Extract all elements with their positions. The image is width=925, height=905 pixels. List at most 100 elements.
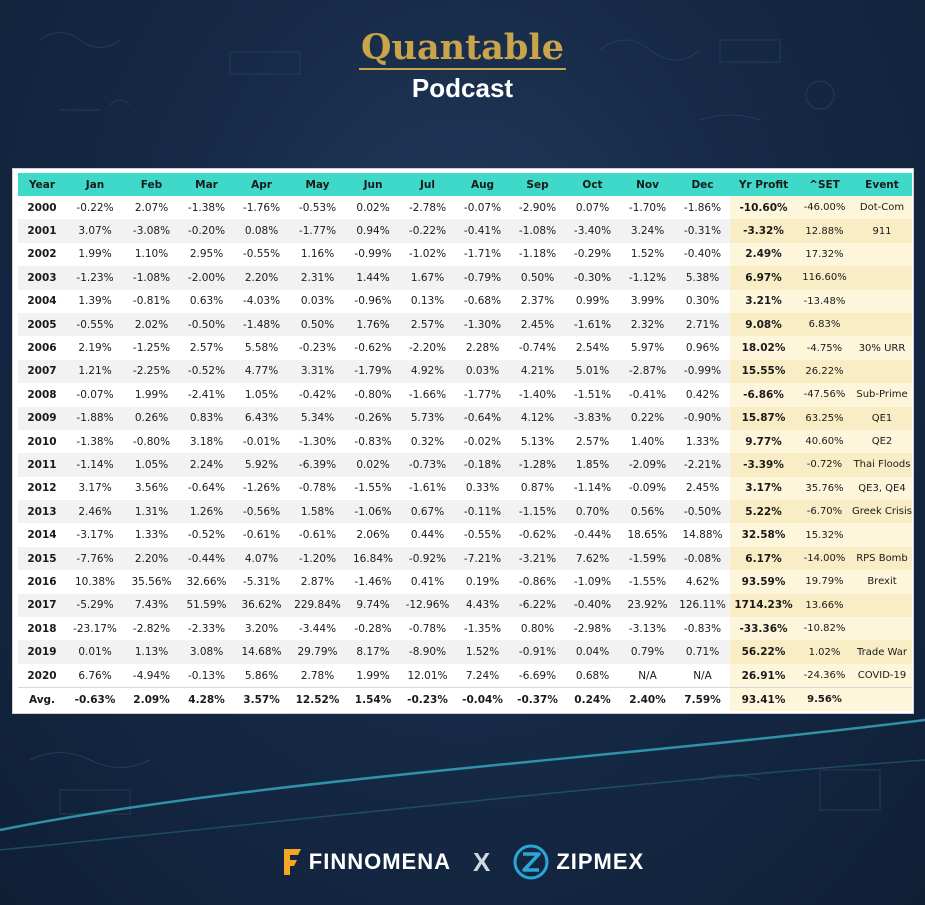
table-cell: -0.29% (573, 248, 612, 261)
table-cell: -0.40% (683, 248, 722, 261)
table-row: 2009 -1.88% 0.26% 0.83% 6.43% 5.34% -0.26% 5.73… (18, 406, 912, 430)
table-cell: -0.99% (354, 248, 392, 261)
table-cell: 2.06% (356, 529, 390, 542)
table-row: 2012 3.17% 3.56% -0.64% -1.26% -0.78% -1.55% -1… (18, 476, 912, 501)
table-cell: -0.50% (675, 500, 730, 524)
yr-profit-cell: 2.49% (730, 242, 797, 267)
table-cell: 0.70% (565, 500, 620, 524)
table-cell: -0.99% (675, 359, 730, 384)
table-cell: -6.69% (518, 669, 557, 682)
event-cell: Greek Crisis (852, 500, 912, 524)
table-cell: -1.86% (683, 201, 722, 214)
column-header: Aug (455, 173, 510, 196)
average-cell: -0.63% (66, 687, 124, 712)
table-cell: 2.32% (620, 312, 675, 337)
table-cell: -0.28% (354, 622, 392, 635)
zipmex-z-icon (513, 844, 549, 880)
table-cell: 0.19% (465, 575, 500, 588)
table-cell: -2.21% (675, 453, 730, 477)
table-cell: 1.13% (124, 640, 179, 664)
column-header: Jun (346, 173, 400, 196)
table-cell: 2.02% (124, 312, 179, 337)
table-cell: 13.66% (797, 593, 852, 618)
table-cell: 4.77% (234, 359, 289, 384)
table-cell: 2.20% (234, 266, 289, 290)
year-cell: 2019 (18, 640, 66, 664)
yr-profit-cell: 5.22% (730, 500, 797, 524)
table-cell: 7.43% (124, 593, 179, 618)
table-row: 2005 -0.55% 2.02% -0.50% -1.48% 0.50% 1.76% 2.5… (18, 312, 912, 337)
table-cell: 3.07% (66, 219, 124, 243)
year-cell: 2008 (27, 388, 57, 401)
table-cell: 1.39% (78, 295, 112, 308)
table-cell: -0.83% (683, 622, 722, 635)
table-cell: 51.59% (179, 593, 234, 618)
table-cell: -0.07% (463, 201, 502, 214)
table-cell: 35.56% (131, 575, 172, 588)
table-cell: -2.09% (620, 453, 675, 477)
table-cell: -0.01% (242, 435, 281, 448)
table-cell: -0.42% (298, 388, 337, 401)
table-cell: -2.41% (187, 388, 226, 401)
average-cell: 0.24% (565, 687, 620, 712)
table-cell: 0.22% (620, 406, 675, 430)
table-row: 2018 -23.17% -2.82% -2.33% 3.20% -3.44% -0.28%… (18, 617, 912, 641)
finnomena-wordmark: FINNOMENA (308, 849, 451, 874)
table-cell: 1.58% (289, 500, 346, 524)
table-cell: 5.58% (244, 342, 279, 355)
table-cell: -0.61% (298, 529, 337, 542)
table-row: 2000 -0.22% 2.07% -1.38% -1.76% -0.53% 0.02% -2… (18, 196, 912, 220)
table-cell: 3.56% (134, 482, 169, 495)
table-cell: -1.09% (573, 575, 612, 588)
table-cell: -0.86% (518, 575, 557, 588)
table-cell: -0.41% (455, 219, 510, 243)
table-cell: 2.78% (300, 669, 335, 682)
event-cell: RPS Bomb (852, 546, 912, 571)
table-cell: 3.18% (189, 435, 224, 448)
table-cell: N/A (638, 669, 657, 682)
average-cell: 7.59% (675, 687, 730, 712)
column-header: Apr (234, 173, 289, 196)
table-cell: -1.08% (124, 266, 179, 290)
table-cell: 14.88% (682, 529, 723, 542)
table-row: 2010 -1.38% -0.80% 3.18% -0.01% -1.30% -0.83% 0… (18, 429, 912, 454)
table-cell: 1.52% (630, 248, 665, 261)
yr-profit-cell: 56.22% (730, 640, 797, 664)
table-row: 2013 2.46% 1.31% 1.26% -0.56% 1.58% -1.06% 0.67… (18, 500, 912, 524)
table-cell: 12.01% (407, 669, 448, 682)
table-cell: 2.45% (510, 312, 565, 337)
zipmex-logo: ZIPMEX (512, 843, 644, 881)
year-cell: 2017 (18, 593, 66, 618)
column-header: Dec (675, 173, 730, 196)
table-cell: 1.99% (356, 669, 390, 682)
table-cell: 5.38% (675, 266, 730, 290)
table-cell: 2.28% (465, 342, 500, 355)
table-cell: -0.62% (354, 342, 392, 355)
table-cell: 0.67% (400, 500, 455, 524)
year-cell: 2005 (18, 312, 66, 337)
table-cell: 32.66% (186, 575, 227, 588)
table-cell: -3.08% (124, 219, 179, 243)
yr-profit-cell: 26.91% (730, 663, 797, 688)
table-cell: 0.30% (685, 295, 720, 308)
table-cell: 0.50% (510, 266, 565, 290)
table-cell: 0.03% (300, 295, 335, 308)
table-cell: 0.80% (520, 622, 555, 635)
column-header: Year (18, 173, 66, 196)
table-cell: -12.96% (400, 593, 455, 618)
table-cell: -0.81% (132, 295, 171, 308)
table-cell: -0.22% (400, 219, 455, 243)
table-cell: -1.35% (463, 622, 502, 635)
table-cell: 5.92% (234, 453, 289, 477)
table-cell: -0.44% (573, 529, 612, 542)
table-cell: -13.48% (797, 289, 852, 313)
table-cell: 0.13% (410, 295, 445, 308)
table-cell: 0.08% (234, 219, 289, 243)
year-cell: 2006 (27, 342, 57, 355)
table-cell: -4.03% (242, 295, 281, 308)
table-cell: -1.61% (565, 312, 620, 337)
table-cell: -1.77% (463, 388, 502, 401)
table-cell: 1.40% (630, 435, 665, 448)
average-cell: 4.28% (179, 687, 234, 712)
table-cell: -1.76% (242, 201, 281, 214)
